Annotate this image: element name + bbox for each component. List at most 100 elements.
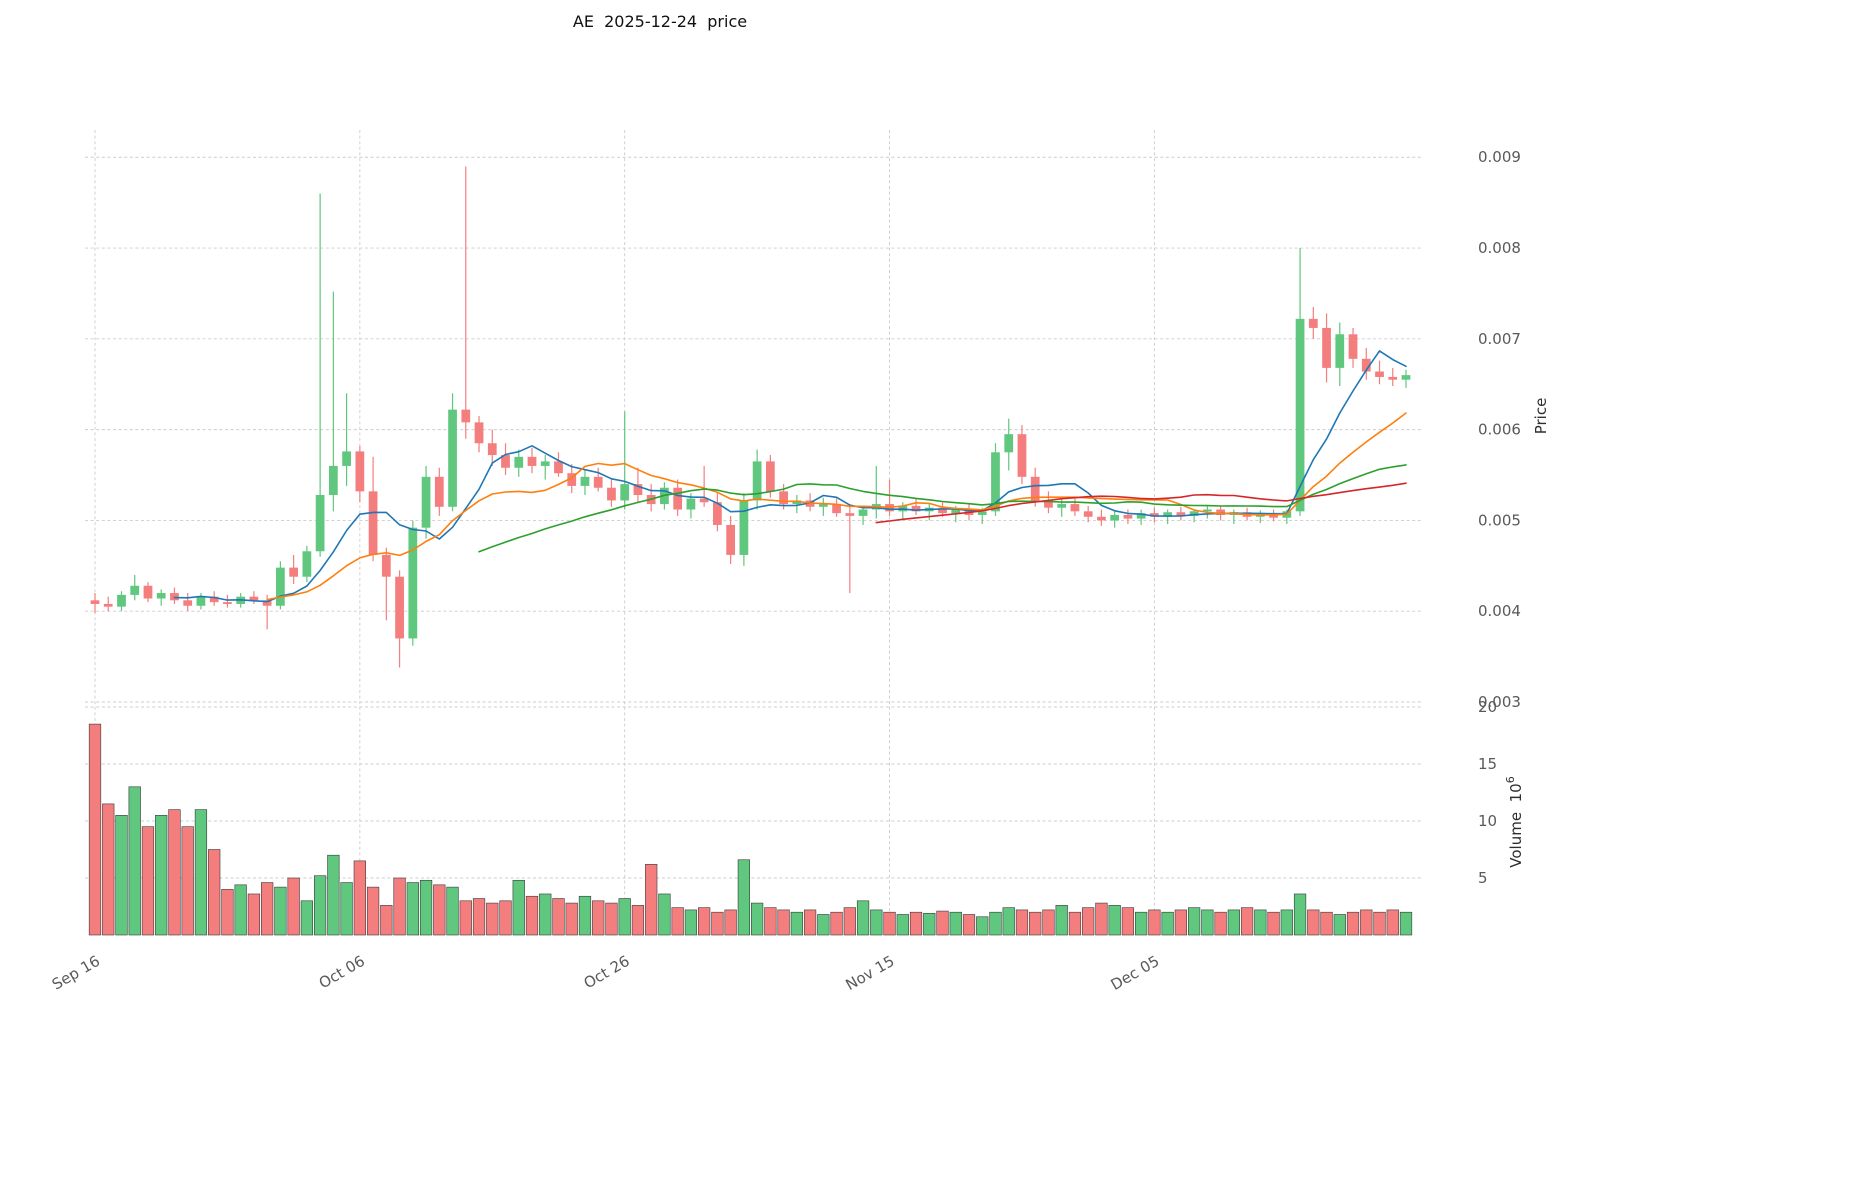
volume-bar	[1214, 911, 1227, 936]
volume-bar	[645, 864, 658, 936]
volume-bar	[433, 884, 446, 936]
candle-body	[408, 527, 418, 639]
volume-bar	[631, 905, 645, 936]
price-tick-label: 0.004	[1478, 602, 1521, 620]
candle-body	[448, 409, 457, 507]
price-tick-label: 0.003	[1478, 693, 1521, 711]
volume-bar	[1055, 905, 1068, 936]
candle-body	[474, 422, 484, 444]
chart-title: AE 2025-12-24 price	[573, 12, 747, 31]
candle-body	[421, 476, 431, 528]
volume-bar	[1029, 911, 1042, 936]
volume-bar	[539, 893, 552, 936]
x-tick-label: Oct 06	[316, 952, 368, 992]
volume-bar	[499, 900, 512, 936]
volume-tick-label: 15	[1478, 755, 1497, 773]
volume-axis-label-text: Volume	[1507, 812, 1525, 868]
volume-bar	[419, 879, 433, 936]
volume-bar	[1042, 909, 1055, 936]
volume-bar	[1201, 909, 1214, 936]
candle-body	[381, 554, 391, 577]
volume-bar	[1360, 909, 1373, 936]
candle-body	[487, 443, 497, 456]
volume-bar	[221, 889, 234, 936]
price-tick-label: 0.005	[1478, 511, 1521, 529]
candle-body	[501, 455, 510, 468]
volume-bar	[525, 895, 539, 936]
price-tick-label: 0.008	[1478, 239, 1521, 257]
volume-bar	[552, 898, 565, 936]
volume-bar	[1015, 909, 1029, 936]
volume-bar	[88, 723, 102, 936]
volume-tick-label: 10	[1478, 812, 1497, 830]
volume-bar	[843, 907, 856, 936]
volume-bar	[870, 909, 883, 936]
x-tick-label: Oct 26	[581, 952, 633, 992]
volume-bar	[380, 905, 393, 936]
volume-bar	[472, 898, 486, 936]
candle-body	[1110, 514, 1120, 521]
volume-bar	[155, 814, 168, 936]
candle-body	[1070, 504, 1080, 512]
volume-bar	[181, 826, 194, 936]
ma-line-sma60	[875, 482, 1407, 524]
volume-bar	[777, 909, 790, 936]
price-tick-label: 0.007	[1478, 330, 1521, 348]
candle-body	[1216, 509, 1225, 515]
candle-body	[818, 504, 828, 507]
volume-bar	[764, 907, 777, 936]
volume-bar	[1386, 909, 1399, 936]
candle-body	[103, 603, 113, 607]
volume-bar	[327, 854, 340, 936]
volume-bar	[366, 886, 380, 936]
candle-body	[1097, 516, 1106, 521]
volume-bar	[446, 886, 459, 936]
volume-bar	[1399, 911, 1413, 936]
x-tick-label: Sep 16	[49, 952, 103, 994]
volume-bar	[817, 914, 830, 936]
candle-body	[752, 461, 762, 501]
candle-body	[554, 461, 563, 474]
candle-body	[209, 596, 219, 603]
candle-body	[117, 594, 126, 607]
candle-body	[607, 487, 616, 501]
candle-body	[699, 498, 709, 503]
volume-bar	[605, 902, 618, 936]
ma-line-sma7	[173, 350, 1407, 603]
volume-bar	[1227, 909, 1240, 936]
volume-bar	[936, 910, 949, 936]
price-tick-label: 0.009	[1478, 148, 1521, 166]
x-tick-label: Nov 15	[843, 952, 898, 994]
volume-bar	[115, 814, 128, 936]
candle-body	[156, 593, 166, 599]
volume-bar	[1108, 905, 1121, 936]
candle-body	[315, 494, 325, 552]
volume-bar	[989, 911, 1002, 936]
volume-bar	[1068, 911, 1082, 936]
volume-bar	[592, 900, 605, 936]
price-tick-label: 0.006	[1478, 421, 1521, 439]
volume-bar	[803, 909, 817, 936]
candle-body	[1361, 358, 1371, 372]
price-axis-label: Price	[1532, 398, 1550, 435]
candle-body	[434, 476, 444, 507]
volume-bar	[1293, 893, 1307, 936]
candle-body	[567, 473, 577, 486]
volume-axis-exponent: 6	[1504, 776, 1517, 783]
volume-bar	[1373, 911, 1386, 936]
volume-bar	[1082, 907, 1095, 936]
volume-bar	[671, 907, 684, 936]
candle-body	[1176, 512, 1186, 516]
volume-bar	[353, 860, 366, 936]
candle-body	[170, 593, 179, 601]
candle-body	[1150, 513, 1159, 517]
candle-body	[368, 491, 378, 555]
volume-bar	[909, 911, 923, 936]
volume-bar	[1161, 911, 1174, 936]
candle-body	[540, 461, 550, 466]
volume-bar	[896, 914, 909, 936]
volume-bar	[1333, 914, 1346, 936]
volume-axis-label: Volume 106	[1504, 776, 1525, 867]
volume-bar	[300, 900, 313, 936]
candle-body	[1123, 514, 1133, 519]
